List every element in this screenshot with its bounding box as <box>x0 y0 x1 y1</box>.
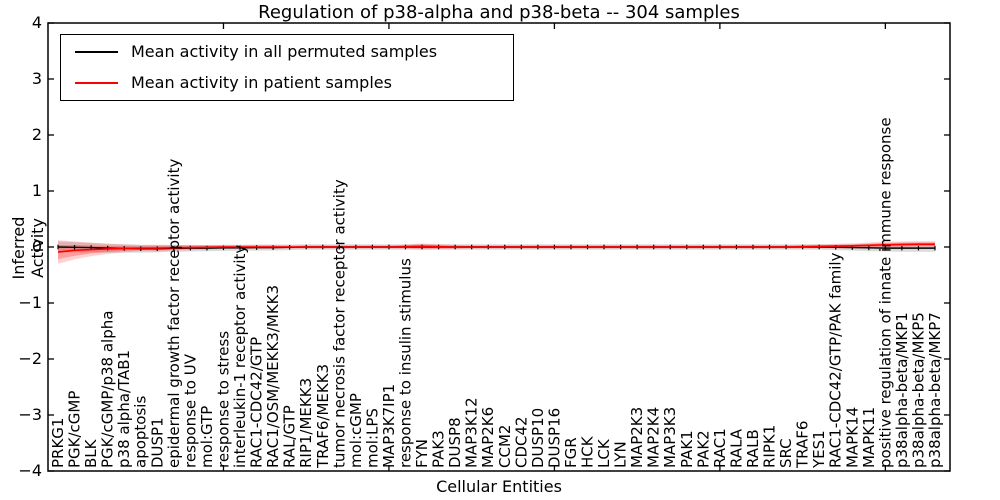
x-tick-label: DUSP8 <box>446 417 464 468</box>
legend-line-patient-icon <box>75 81 118 84</box>
x-tick-label: PGK/cGMP/p38 alpha <box>99 311 117 468</box>
x-tick-label: FGR <box>562 437 580 468</box>
x-tick-label: interleukin-1 receptor activity <box>231 245 249 468</box>
x-tick-label: RAC1 <box>711 428 729 468</box>
x-tick-label: tumor necrosis factor receptor activity <box>330 179 348 468</box>
x-tick-label: RAC1-CDC42/GTP/PAK family <box>827 252 845 468</box>
x-tick-label: mol:LPS <box>363 408 381 468</box>
x-tick-label: DUSP1 <box>148 417 166 468</box>
x-tick-label: MAPK14 <box>843 407 861 468</box>
legend-entry-patient: Mean activity in patient samples <box>61 73 513 93</box>
x-tick-label: PRKG1 <box>49 418 67 468</box>
x-tick-label: RIP1/MEKK3 <box>297 378 315 468</box>
x-tick-label: MAP2K4 <box>645 407 663 468</box>
x-axis-label: Cellular Entities <box>436 477 562 496</box>
x-tick-label: MAP3K12 <box>463 397 481 468</box>
x-tick-label: RALB <box>744 429 762 468</box>
y-tick-label: −3 <box>18 405 42 424</box>
x-tick-label: RAC1-CDC42/GTP <box>248 337 266 468</box>
x-tick-label: RAL/GTP <box>281 405 299 468</box>
x-tick-label: response to stress <box>214 331 232 468</box>
x-tick-label: CCM2 <box>496 425 514 468</box>
patient-band-outer <box>58 240 935 264</box>
patient-mean-line <box>57 243 935 253</box>
x-tick-label: PAK2 <box>694 430 712 468</box>
legend-line-permuted-icon <box>75 51 118 54</box>
y-tick-label: 1 <box>31 181 42 200</box>
x-tick-label: apoptosis <box>132 396 150 468</box>
x-tick-label: CDC42 <box>512 416 530 468</box>
x-tick-label: MAPK11 <box>860 407 878 468</box>
x-tick-label: LCK <box>595 438 613 468</box>
x-tick-label: MAP2K3 <box>628 407 646 468</box>
x-tick-label: p38 alpha/TAB1 <box>115 350 133 468</box>
x-tick-label: DUSP10 <box>529 408 547 468</box>
x-tick-label: p38alpha-beta/MKP7 <box>926 312 944 468</box>
x-tick-label: RAC1/OSM/MEKK3/MKK3 <box>264 285 282 468</box>
x-tick-label: positive regulation of innate immune res… <box>876 117 894 468</box>
x-tick-label: RALA <box>727 428 745 468</box>
x-tick-label: p38alpha-beta/MKP5 <box>909 312 927 468</box>
y-tick-label: −4 <box>18 461 42 480</box>
chart-title: Regulation of p38-alpha and p38-beta -- … <box>258 2 740 23</box>
x-tick-label: TRAF6 <box>794 421 812 469</box>
x-tick-label: p38alpha-beta/MKP1 <box>893 312 911 468</box>
x-tick-label: PAK1 <box>678 430 696 468</box>
x-tick-label: DUSP16 <box>545 408 563 468</box>
x-tick-label: TRAF6/MEKK3 <box>314 364 332 469</box>
legend-entry-permuted: Mean activity in all permuted samples <box>61 42 513 62</box>
y-tick-label: 4 <box>31 13 42 32</box>
y-tick-label: 0 <box>31 237 42 256</box>
legend-label-patient: Mean activity in patient samples <box>131 72 392 92</box>
x-tick-label: mol:cGMP <box>347 393 365 468</box>
y-tick-label: 3 <box>31 69 42 88</box>
x-tick-label: PAK3 <box>430 430 448 468</box>
x-tick-label: PGK/cGMP <box>66 391 84 468</box>
x-tick-label: response to UV <box>181 353 199 468</box>
legend-label-permuted: Mean activity in all permuted samples <box>131 42 438 62</box>
x-tick-label: response to insulin stimulus <box>396 258 414 468</box>
x-tick-label: epidermal growth factor receptor activit… <box>165 159 183 468</box>
y-tick-label: −1 <box>18 293 42 312</box>
x-tick-label: SRC <box>777 438 795 468</box>
x-tick-label: mol:GTP <box>198 406 216 468</box>
x-tick-label: YES1 <box>810 430 828 469</box>
y-tick-label: 2 <box>31 125 42 144</box>
legend: Mean activity in all permuted samples Me… <box>60 34 514 101</box>
x-tick-label: LYN <box>612 441 630 468</box>
x-tick-label: MAP3K3 <box>661 407 679 468</box>
x-tick-label: MAP2K6 <box>479 407 497 468</box>
x-tick-label: FYN <box>413 439 431 468</box>
x-tick-label: HCK <box>579 435 597 468</box>
y-tick-label: −2 <box>18 349 42 368</box>
x-tick-label: RIPK1 <box>761 425 779 468</box>
x-tick-label: MAP3K7IP1 <box>380 384 398 468</box>
x-tick-label: BLK <box>82 438 100 468</box>
